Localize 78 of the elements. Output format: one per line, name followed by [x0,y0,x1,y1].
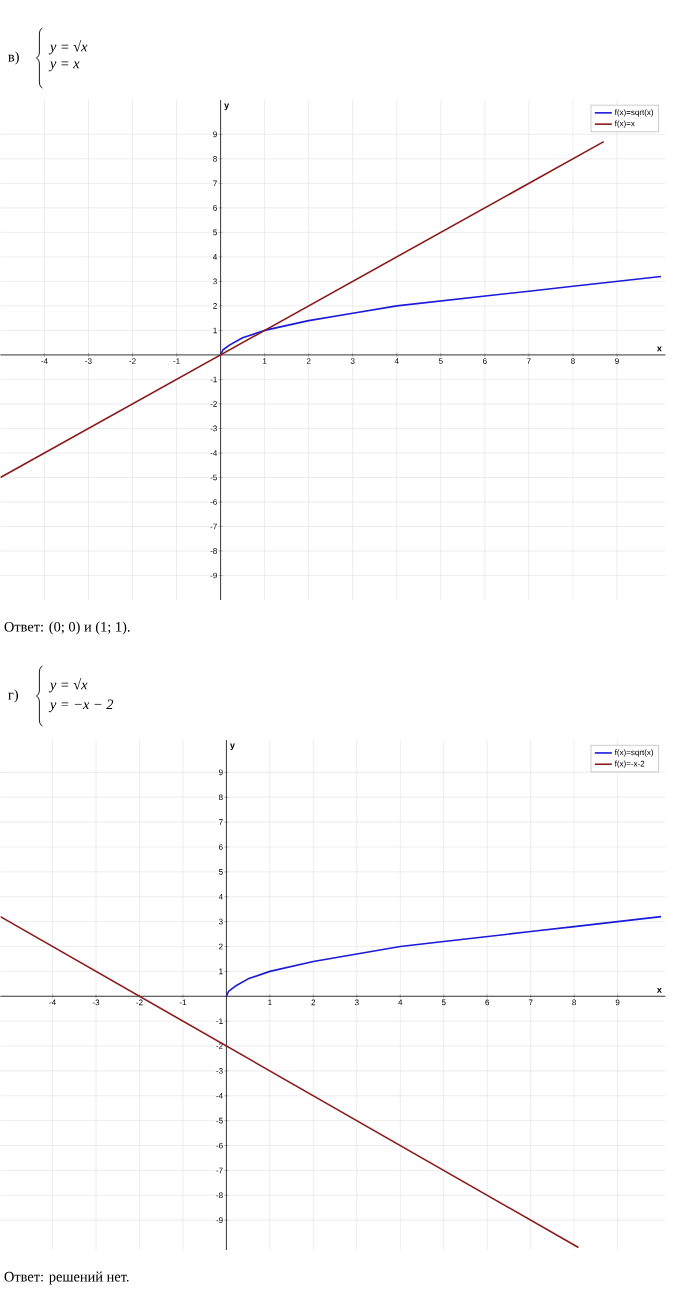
x-axis-title: x [656,987,662,993]
x-tick-label: -4 [49,999,56,1006]
x-tick-label: -2 [129,358,136,364]
x-tick-label: 6 [482,358,487,364]
text: y = −x − 2 [48,699,113,713]
text: y = √x [48,39,88,55]
y-tick-label: 4 [218,893,223,900]
y-tick-label: -4 [216,1093,223,1099]
x-tick-label: -2 [136,999,143,1006]
text: Ответ: решений нет. [4,1271,129,1285]
y-tick-label: -4 [210,450,217,456]
y-tick-label: -6 [216,1142,223,1149]
y-axis-title: y [229,743,235,751]
x-tick-label: 9 [615,999,620,1006]
y-tick-label: 3 [212,278,217,285]
x-tick-label: 4 [394,358,399,364]
y-tick-label: 6 [218,844,223,850]
y-tick-label: -6 [210,499,217,505]
x-tick-label: 1 [268,999,272,1006]
x-tick-label: 4 [398,999,403,1006]
y-axis-title: y [224,103,229,111]
x-tick-label: 5 [438,358,443,364]
x-tick-label: 8 [570,358,575,364]
x-tick-label: 2 [306,358,311,364]
chart-title: в) [8,51,19,65]
y-tick-label: -9 [216,1217,223,1223]
y-tick-label: -8 [216,1192,223,1199]
y-tick-label: 6 [213,205,217,211]
x-tick-label: -3 [85,358,92,364]
x-tick-label: -4 [41,358,48,364]
text: Ответ: (0; 0) и (1; 1). [4,621,130,635]
x-tick-label: -3 [92,999,100,1006]
y-tick-label: 3 [218,918,223,925]
y-tick-label: -5 [216,1117,223,1124]
y-tick-label: -2 [216,1043,223,1049]
y-tick-label: 5 [212,229,217,236]
y-tick-label: 7 [218,819,223,825]
y-tick-label: 2 [213,303,217,309]
y-tick-label: -5 [210,474,217,481]
x-axis-title: x [656,346,662,352]
y-tick-label: 2 [218,943,223,950]
y-tick-label: -7 [210,523,217,530]
x-tick-label: 6 [485,999,489,1006]
y-tick-label: 1 [213,327,217,334]
x-tick-label: 9 [614,358,619,364]
y-tick-label: -7 [216,1167,223,1174]
y-tick-label: -8 [210,548,217,554]
x-tick-label: 7 [528,999,533,1006]
y-tick-label: -1 [210,376,217,383]
y-tick-label: 8 [218,794,223,801]
text: y = x [48,61,80,72]
x-tick-label: 5 [441,999,446,1006]
y-tick-label: 5 [218,869,223,875]
text: y = √x [48,677,88,693]
y-tick-label: 9 [218,769,223,776]
y-tick-label: 8 [212,156,217,162]
y-tick-label: -9 [210,572,217,579]
x-tick-label: 8 [572,999,576,1006]
y-tick-label: -1 [216,1018,223,1024]
x-tick-label: 7 [526,358,531,364]
y-tick-label: -2 [210,401,217,407]
x-tick-label: 3 [354,999,359,1006]
legend-label: f(x)=x [614,120,635,128]
y-tick-label: -3 [216,1068,223,1074]
chart-title: г) [8,689,18,703]
x-tick-label: -1 [173,358,180,364]
y-tick-label: 9 [213,131,217,138]
y-tick-label: 4 [212,254,217,260]
y-tick-label: 1 [219,968,223,975]
x-tick-label: 2 [311,999,315,1006]
legend-label: f(x)=-x-2 [614,760,645,769]
y-tick-label: -3 [210,425,217,432]
y-tick-label: 7 [213,180,217,187]
x-tick-label: -1 [179,999,186,1006]
legend-label: f(x)=sqrt(x) [614,749,653,757]
x-tick-label: 3 [350,358,355,364]
x-tick-label: 1 [262,358,267,364]
legend-label: f(x)=sqrt(x) [614,109,653,117]
